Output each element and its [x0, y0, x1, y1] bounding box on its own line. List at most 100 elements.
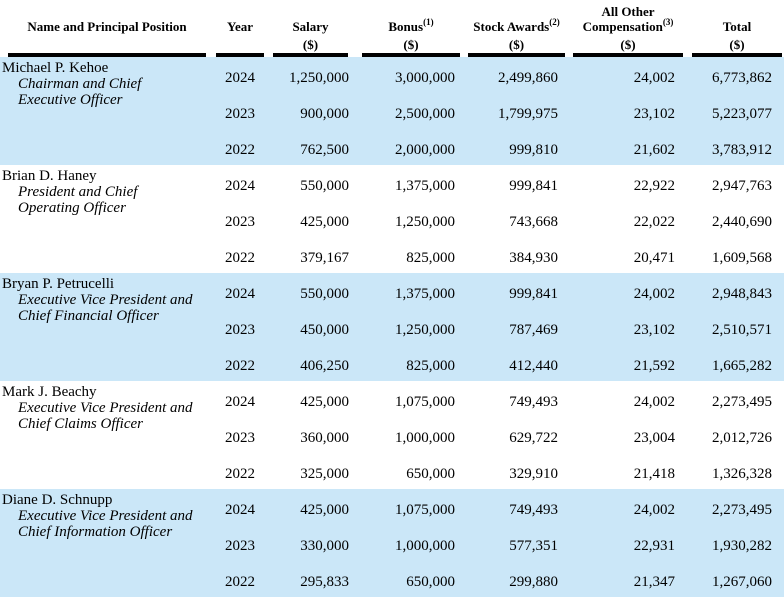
name-and-title-cell: Diane D. Schnupp Executive Vice Presiden… [0, 489, 212, 597]
all-other-compensation-cell: 20,471 [633, 250, 675, 266]
exec-block-kehoe: Michael P. Kehoe Chairman and Chief Exec… [0, 57, 784, 165]
footnote-ref-2: (2) [549, 16, 560, 27]
stock-awards-cell: 787,469 [464, 309, 569, 345]
table-row: Michael P. Kehoe Chairman and Chief Exec… [0, 57, 784, 165]
all-other-compensation-cell: 21,602 [569, 129, 687, 165]
table-row: 2023 425,000 1,250,000 743,668 22,022 2,… [0, 201, 784, 237]
salary-cell: 762,500 [268, 129, 355, 165]
column-label: Stock Awards [473, 19, 550, 34]
total-cell: 2,012,726 [712, 430, 772, 446]
bonus-cell: 1,375,000 [355, 273, 464, 309]
column-label: Name and Principal Position [27, 19, 187, 34]
all-other-compensation-cell: 21,347 [569, 561, 687, 597]
salary-cell: 325,000 [300, 466, 349, 482]
total-cell: 2,947,763 [712, 178, 772, 194]
header-row: Name and Principal Position Year Salary (… [0, 0, 784, 57]
executive-name: Brian D. Haney [2, 168, 97, 184]
table-row: 2023 360,000 1,000,000 629,722 23,004 2,… [0, 417, 784, 453]
exec-block-petrucelli: Bryan P. Petrucelli Executive Vice Presi… [0, 273, 784, 381]
salary-cell: 425,000 [300, 214, 349, 230]
table-row: 2022 379,167 825,000 384,930 20,471 1,60… [0, 237, 784, 273]
executive-title-line: President and Chief [18, 184, 138, 200]
column-label: Year [227, 19, 253, 34]
column-label: Bonus [388, 19, 424, 34]
stock-awards-cell: 999,841 [464, 273, 569, 309]
total-cell: 1,930,282 [687, 525, 784, 561]
stock-awards-cell: 749,493 [509, 394, 558, 410]
bonus-cell: 1,075,000 [355, 489, 464, 525]
column-header-name-and-principal-position: Name and Principal Position [0, 0, 212, 57]
executive-name: Bryan P. Petrucelli [2, 276, 115, 292]
salary-cell: 425,000 [300, 394, 349, 410]
year-cell: 2024 [225, 394, 255, 410]
executive-name: Diane D. Schnupp [2, 492, 113, 508]
salary-cell: 425,000 [268, 489, 355, 525]
table-row: 2023 900,000 2,500,000 1,799,975 23,102 … [0, 93, 784, 129]
year-cell: 2022 [212, 561, 268, 597]
total-cell: 2,273,495 [687, 489, 784, 525]
column-label: All Other Compensation [582, 4, 663, 34]
bonus-cell: 2,500,000 [355, 93, 464, 129]
bonus-cell: 1,000,000 [395, 430, 455, 446]
column-label: Salary [292, 19, 329, 34]
table-row: Diane D. Schnupp Executive Vice Presiden… [0, 489, 784, 597]
year-cell: 2023 [212, 309, 268, 345]
stock-awards-cell: 999,841 [509, 178, 558, 194]
year-cell: 2023 [225, 430, 255, 446]
bonus-cell: 3,000,000 [355, 57, 464, 93]
executive-title-line: Executive Vice President and [18, 508, 193, 524]
stock-awards-cell: 412,440 [464, 345, 569, 381]
column-unit: ($) [403, 37, 419, 52]
salary-cell: 360,000 [300, 430, 349, 446]
column-unit: ($) [620, 37, 636, 52]
table-header: Name and Principal Position Year Salary (… [0, 0, 784, 57]
column-unit: ($) [508, 37, 525, 52]
stock-awards-cell: 384,930 [509, 250, 558, 266]
table-row: 2023 330,000 1,000,000 577,351 22,931 1,… [0, 525, 784, 561]
all-other-compensation-cell: 22,922 [633, 178, 675, 194]
column-unit [216, 37, 264, 53]
bonus-cell: 825,000 [406, 250, 455, 266]
stock-awards-cell: 1,799,975 [464, 93, 569, 129]
year-cell: 2022 [212, 345, 268, 381]
executive-name: Michael P. Kehoe [2, 60, 109, 76]
total-cell: 2,440,690 [712, 214, 772, 230]
executive-title-line: Chief Financial Officer [18, 308, 159, 324]
year-cell: 2024 [212, 273, 268, 309]
column-header-salary: Salary ($) [268, 0, 355, 57]
bonus-cell: 1,250,000 [355, 309, 464, 345]
all-other-compensation-cell: 21,592 [569, 345, 687, 381]
all-other-compensation-cell: 22,931 [569, 525, 687, 561]
table-row: Brian D. Haney President and Chief Opera… [0, 165, 784, 216]
table-row: 2022 406,250 825,000 412,440 21,592 1,66… [0, 345, 784, 381]
table-row: 2022 762,500 2,000,000 999,810 21,602 3,… [0, 129, 784, 165]
column-header-total: Total ($) [687, 0, 784, 57]
bonus-cell: 1,000,000 [355, 525, 464, 561]
stock-awards-cell: 749,493 [464, 489, 569, 525]
salary-cell: 900,000 [268, 93, 355, 129]
table-row: 2022 295,833 650,000 299,880 21,347 1,26… [0, 561, 784, 597]
all-other-compensation-cell: 23,102 [569, 93, 687, 129]
year-cell: 2024 [225, 178, 255, 194]
stock-awards-cell: 577,351 [464, 525, 569, 561]
all-other-compensation-cell: 22,022 [633, 214, 675, 230]
salary-cell: 450,000 [268, 309, 355, 345]
column-header-bonus: Bonus(1) ($) [355, 0, 464, 57]
name-and-title-cell: Mark J. Beachy Executive Vice President … [0, 381, 212, 489]
total-cell: 1,665,282 [687, 345, 784, 381]
stock-awards-cell: 2,499,860 [464, 57, 569, 93]
year-cell: 2023 [212, 93, 268, 129]
column-unit [8, 37, 206, 53]
total-cell: 5,223,077 [687, 93, 784, 129]
name-and-title-cell: Brian D. Haney President and Chief Opera… [0, 165, 212, 273]
bonus-cell: 650,000 [355, 561, 464, 597]
column-unit: ($) [302, 37, 319, 52]
salary-cell: 379,167 [300, 250, 349, 266]
exec-block-schnupp: Diane D. Schnupp Executive Vice Presiden… [0, 489, 784, 597]
salary-cell: 330,000 [268, 525, 355, 561]
all-other-compensation-cell: 24,002 [569, 57, 687, 93]
all-other-compensation-cell: 24,002 [569, 489, 687, 525]
column-unit: ($) [729, 37, 745, 52]
bonus-cell: 1,075,000 [395, 394, 455, 410]
table-row: Bryan P. Petrucelli Executive Vice Presi… [0, 273, 784, 381]
